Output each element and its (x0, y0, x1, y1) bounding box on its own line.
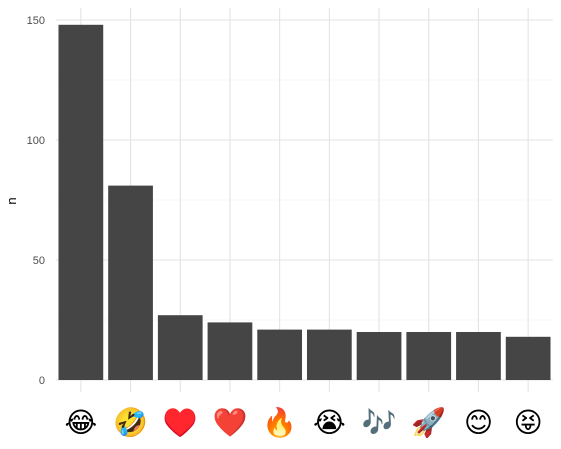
grid-lines (56, 8, 553, 392)
y-axis-label: n (4, 197, 19, 204)
bars (58, 24, 551, 381)
x-tick-label: 😭 (313, 406, 346, 439)
x-tick-label: ❤️ (213, 406, 248, 439)
x-axis-ticks: 😂 🤣 ♥️ ❤️ 🔥 😭 🎶 🚀 😊 😝 (64, 405, 542, 440)
bar (58, 24, 104, 381)
bar (406, 332, 452, 380)
x-tick-label: ♥️ (163, 405, 198, 439)
y-tick-label: 50 (33, 255, 45, 267)
x-tick-label: 🎶 (362, 406, 397, 439)
bar (207, 322, 253, 380)
bar (505, 336, 551, 380)
x-tick-label: 😂 (64, 406, 97, 439)
y-axis-ticks: 0 50 100 150 (27, 15, 45, 387)
bar (306, 329, 352, 380)
y-tick-label: 100 (27, 135, 45, 147)
y-tick-label: 0 (39, 375, 45, 387)
x-tick-label: 🤣 (112, 406, 148, 440)
x-tick-label: 🔥 (262, 406, 297, 439)
x-tick-label: 😝 (514, 406, 543, 439)
y-tick-label: 150 (27, 15, 45, 27)
bar (108, 185, 153, 380)
bar (257, 329, 303, 380)
bar (356, 332, 402, 380)
x-tick-label: 🚀 (411, 406, 446, 439)
bar (157, 315, 203, 380)
bar (456, 332, 501, 380)
x-tick-label: 😊 (464, 406, 493, 439)
